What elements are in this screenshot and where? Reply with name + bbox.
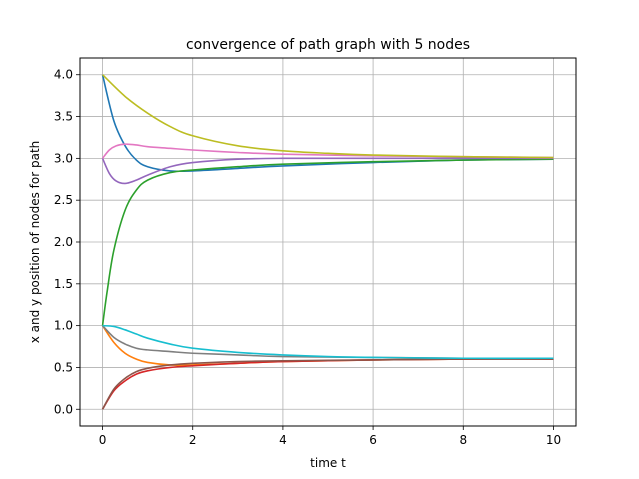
chart-title: convergence of path graph with 5 nodes: [186, 37, 470, 53]
y-tick-label: 0.5: [54, 360, 73, 374]
y-tick-label: 1.0: [54, 319, 73, 333]
x-tick-label: 10: [546, 433, 561, 447]
x-tick-label: 6: [369, 433, 377, 447]
y-tick-label: 2.0: [54, 235, 73, 249]
y-tick-label: 3.5: [54, 110, 73, 124]
series-line-3: [101, 158, 554, 326]
y-axis-label: x and y position of nodes for path: [28, 141, 42, 344]
y-tick-label: 1.5: [54, 277, 73, 291]
series-line-6: [101, 358, 554, 410]
y-tick-label: 4.0: [54, 68, 73, 82]
plot-area: [101, 74, 554, 410]
x-axis-ticks: 0 2 4 6 8 10: [99, 426, 561, 447]
y-tick-label: 3.0: [54, 151, 73, 165]
y-tick-label: 2.5: [54, 193, 73, 207]
series-line-5: [101, 157, 554, 185]
series-line-10: [102, 324, 554, 360]
y-tick-label: 0.0: [54, 402, 73, 416]
x-tick-label: 8: [459, 433, 467, 447]
x-tick-label: 0: [99, 433, 107, 447]
x-tick-label: 2: [189, 433, 197, 447]
x-axis-label: time t: [310, 456, 346, 470]
y-axis-ticks: 0.0 0.5 1.0 1.5 2.0 2.5 3.0 3.5 4.0: [54, 68, 80, 416]
x-tick-label: 4: [279, 433, 287, 447]
series-layer: [101, 74, 554, 410]
series-line-9: [101, 74, 554, 159]
